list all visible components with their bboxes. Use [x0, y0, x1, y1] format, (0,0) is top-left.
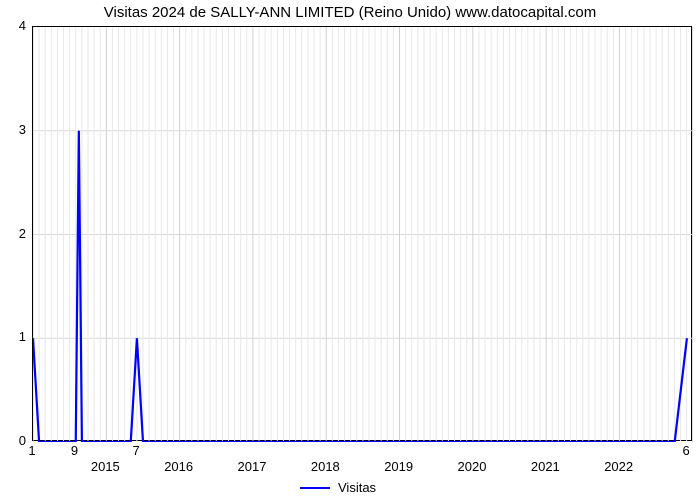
legend: Visitas: [300, 480, 376, 495]
x-tick-label: 2022: [604, 459, 633, 474]
y-tick-label: 0: [8, 433, 26, 448]
x-tick-label: 2017: [238, 459, 267, 474]
plot-area: [32, 26, 692, 441]
x-sub-label: 7: [133, 443, 140, 458]
x-tick-label: 2018: [311, 459, 340, 474]
chart-title: Visitas 2024 de SALLY-ANN LIMITED (Reino…: [0, 4, 700, 21]
x-sub-label: 9: [71, 443, 78, 458]
legend-swatch: [300, 487, 330, 489]
y-tick-label: 1: [8, 329, 26, 344]
x-tick-label: 2016: [164, 459, 193, 474]
x-tick-label: 2021: [531, 459, 560, 474]
x-sub-label: 6: [683, 443, 690, 458]
x-tick-label: 2020: [458, 459, 487, 474]
y-tick-label: 2: [8, 226, 26, 241]
y-tick-label: 3: [8, 122, 26, 137]
legend-label: Visitas: [338, 480, 376, 495]
y-tick-label: 4: [8, 18, 26, 33]
x-sub-label: 1: [28, 443, 35, 458]
x-tick-label: 2019: [384, 459, 413, 474]
series-svg: [33, 27, 693, 442]
x-tick-label: 2015: [91, 459, 120, 474]
